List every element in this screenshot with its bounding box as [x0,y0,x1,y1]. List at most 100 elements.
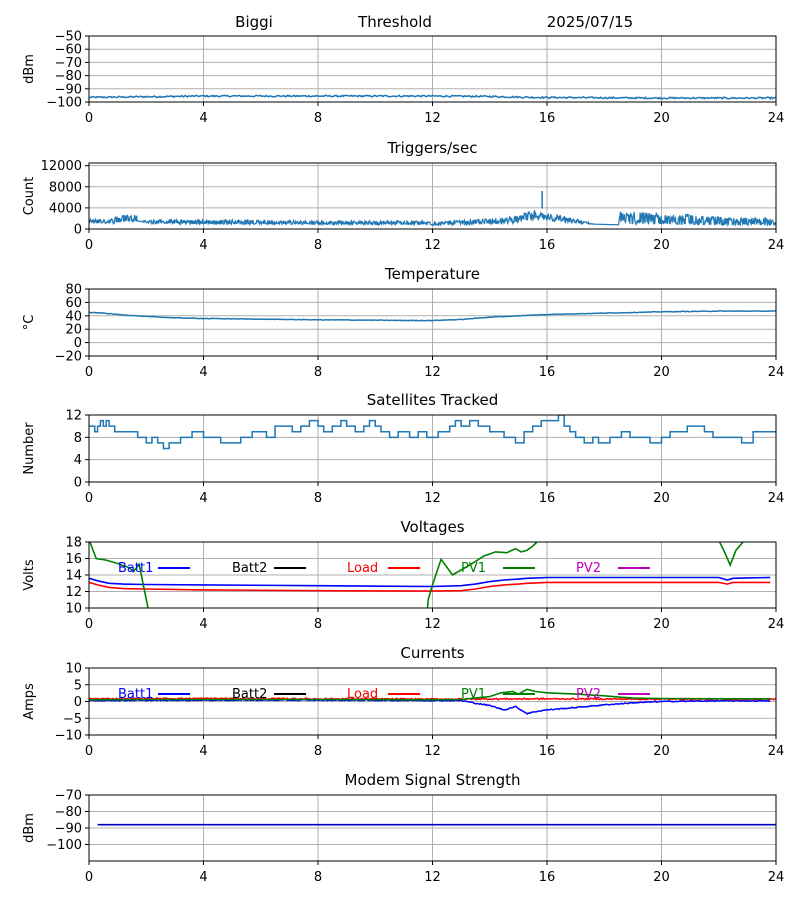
chart-title: Modem Signal Strength [345,771,521,789]
y-tick-label: 60 [65,296,82,311]
x-tick-label: 4 [199,870,207,885]
legend: Batt1 Batt2 Load PV1 PV2 [118,561,650,576]
y-tick-label: −100 [46,96,82,111]
y-tick-label: 20 [65,323,82,338]
y-tick-label: 12000 [41,159,82,174]
chart-title: Temperature [384,265,480,283]
x-tick-label: 0 [85,365,93,380]
series-pv1 [89,542,745,608]
y-axis-label: dBm [22,813,37,843]
x-tick-label: 0 [85,111,93,126]
x-tick-label: 20 [653,238,670,253]
legend: Batt1 Batt2 Load PV1 PV2 [118,687,650,702]
x-tick-label: 16 [539,491,556,506]
x-tick-label: 12 [424,617,441,632]
site-name: Biggi [235,13,273,31]
series-load [89,581,771,592]
chart-panel-triggers: Triggers/sec Count 0 4 8 12 16 20 24 0 4000 8000 120… [22,139,784,253]
x-tick-label: 8 [314,238,322,253]
x-tick-label: 0 [85,491,93,506]
legend-label-pv2: PV2 [576,561,601,576]
plot-frame [88,288,777,357]
x-tick-label: 4 [199,491,207,506]
y-tick-label: 16 [65,552,82,567]
y-tick-label: 10 [65,602,82,617]
x-tick-label: 20 [653,491,670,506]
x-tick-label: 8 [314,617,322,632]
panel-name: Threshold [357,13,432,31]
series-pv1 [89,688,771,701]
x-tick-label: 16 [539,870,556,885]
chart-panel-satellites: Satellites Tracked Number 0 4 8 12 16 20 24 0 4 8 12 [22,391,784,506]
y-tick-label: 8 [74,431,82,446]
x-tick-label: 20 [653,617,670,632]
x-tick-label: 4 [199,617,207,632]
x-tick-label: 24 [768,870,785,885]
series-batt1 [89,576,771,588]
x-tick-label: 12 [424,238,441,253]
y-axis-label: Amps [22,683,37,720]
y-tick-label: 12 [65,585,82,600]
y-tick-label: −70 [55,56,82,71]
legend-label-batt1: Batt1 [118,561,153,576]
y-tick-label: 10 [65,662,82,677]
legend-label-pv1: PV1 [461,687,486,702]
x-tick-label: 12 [424,870,441,885]
x-tick-label: 12 [424,111,441,126]
x-tick-label: 24 [768,744,785,759]
legend-label-pv1: PV1 [461,561,486,576]
y-tick-label: −80 [55,805,82,820]
y-tick-label: 14 [65,569,82,584]
x-tick-label: 8 [314,870,322,885]
x-tick-label: 24 [768,238,785,253]
series-triggers [89,210,776,228]
plot-frame [88,667,777,736]
x-tick-label: 4 [199,365,207,380]
y-tick-label: −100 [46,838,82,853]
y-axis-label: Count [22,177,37,216]
x-tick-label: 12 [424,744,441,759]
y-tick-label: 0 [74,336,82,351]
x-tick-label: 16 [539,365,556,380]
legend-label-batt2: Batt2 [232,687,267,702]
x-tick-label: 16 [539,617,556,632]
series-satellites [89,415,776,450]
x-tick-label: 0 [85,238,93,253]
series-group [89,542,771,608]
legend-label-load: Load [347,687,378,702]
x-tick-label: 0 [85,744,93,759]
plot-frame [88,35,777,103]
series-threshold [89,94,776,101]
x-tick-label: 0 [85,870,93,885]
series-group [89,310,776,322]
y-tick-label: 18 [65,536,82,551]
chart-title: Voltages [400,518,464,536]
x-tick-label: 12 [424,365,441,380]
plot-frame [88,794,777,862]
y-tick-label: 0 [74,223,82,238]
y-tick-label: −90 [55,82,82,97]
legend-label-batt2: Batt2 [232,561,267,576]
y-tick-label: −50 [55,30,82,45]
x-tick-label: 4 [199,238,207,253]
chart-title: Satellites Tracked [367,391,498,409]
y-tick-label: −90 [55,822,82,837]
x-tick-label: 8 [314,744,322,759]
x-tick-label: 16 [539,111,556,126]
x-tick-label: 8 [314,491,322,506]
y-tick-label: 40 [65,309,82,324]
x-tick-label: 24 [768,365,785,380]
y-tick-label: 0 [74,695,82,710]
x-tick-label: 4 [199,111,207,126]
x-tick-label: 20 [653,744,670,759]
chart-title: Currents [400,644,464,662]
y-tick-label: −60 [55,43,82,58]
series-group [89,415,776,450]
y-tick-label: −10 [55,729,82,744]
x-tick-label: 4 [199,744,207,759]
y-tick-label: −80 [55,69,82,84]
x-tick-label: 16 [539,744,556,759]
